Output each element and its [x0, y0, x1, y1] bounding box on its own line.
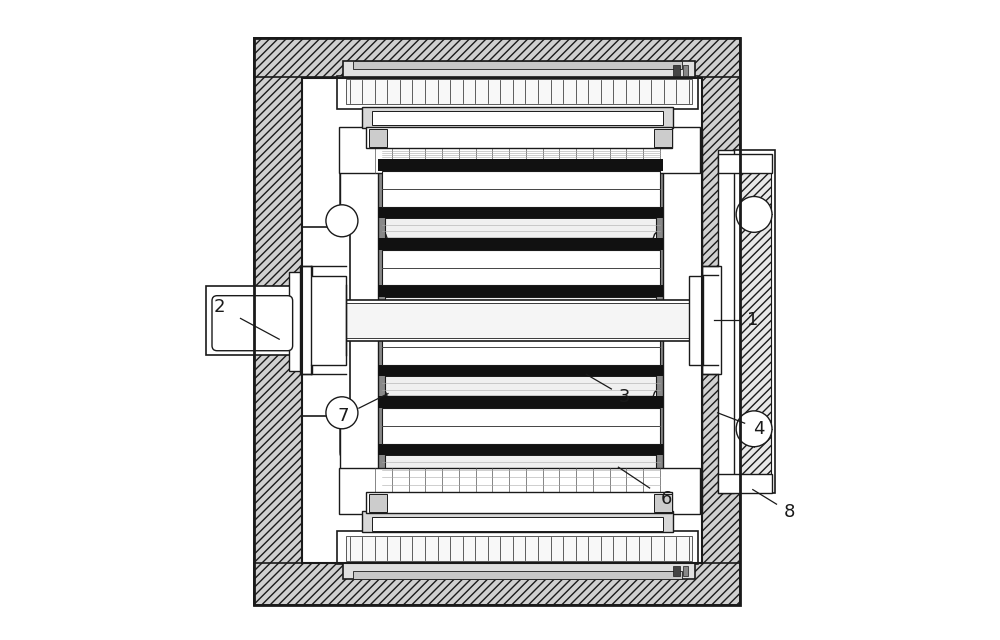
Bar	[382, 250, 660, 285]
Bar	[339, 127, 700, 173]
Bar	[206, 286, 305, 355]
Bar	[378, 285, 663, 297]
Bar	[302, 300, 718, 341]
Bar	[378, 207, 663, 218]
Bar	[683, 65, 688, 76]
Bar	[702, 38, 740, 605]
Bar	[337, 531, 698, 564]
Bar	[382, 408, 660, 444]
Bar	[254, 38, 302, 605]
FancyBboxPatch shape	[340, 388, 387, 463]
Text: 2: 2	[214, 298, 225, 316]
Bar	[718, 154, 772, 173]
Bar	[375, 129, 385, 512]
Bar	[369, 129, 387, 147]
Text: 4: 4	[753, 420, 765, 438]
Bar	[378, 238, 663, 297]
Bar	[673, 65, 680, 76]
Bar	[372, 111, 663, 125]
Bar	[346, 536, 692, 561]
Bar	[382, 455, 660, 492]
Bar	[683, 566, 688, 576]
Bar	[740, 160, 771, 483]
Bar	[353, 61, 682, 69]
Bar	[656, 129, 665, 512]
FancyBboxPatch shape	[340, 309, 387, 385]
FancyBboxPatch shape	[653, 230, 700, 305]
Bar	[689, 276, 703, 365]
Bar	[702, 266, 721, 374]
Bar	[382, 329, 660, 365]
Bar	[378, 159, 663, 171]
Bar	[337, 76, 698, 109]
Bar	[654, 494, 672, 512]
Bar	[369, 494, 387, 512]
Bar	[382, 171, 660, 207]
Bar	[378, 396, 663, 408]
Bar	[378, 444, 663, 455]
Bar	[378, 159, 663, 218]
Bar	[254, 38, 740, 605]
Bar	[718, 474, 772, 493]
Bar	[343, 563, 695, 579]
Bar	[378, 238, 663, 250]
Bar	[362, 511, 673, 532]
Bar	[346, 79, 692, 104]
Bar	[353, 571, 682, 579]
Bar	[734, 150, 775, 493]
Text: 8: 8	[784, 503, 795, 521]
Circle shape	[736, 196, 772, 232]
Text: 3: 3	[619, 388, 631, 406]
Text: 1: 1	[747, 311, 758, 329]
Bar	[311, 276, 346, 365]
Bar	[654, 129, 672, 147]
Bar	[254, 563, 740, 605]
Bar	[382, 148, 660, 159]
Bar	[302, 227, 350, 416]
Circle shape	[326, 397, 358, 429]
Circle shape	[736, 411, 772, 447]
Bar	[378, 317, 663, 329]
FancyBboxPatch shape	[653, 388, 700, 463]
Bar	[302, 78, 702, 563]
Bar	[366, 492, 672, 513]
Bar	[382, 218, 660, 238]
FancyBboxPatch shape	[653, 309, 700, 385]
Bar	[300, 266, 312, 374]
Bar	[362, 107, 673, 128]
Bar	[378, 396, 663, 455]
Bar	[343, 61, 695, 77]
Bar	[718, 150, 734, 493]
Bar	[305, 303, 714, 338]
Bar	[339, 468, 700, 514]
Bar	[254, 38, 740, 77]
Bar	[366, 127, 672, 148]
FancyBboxPatch shape	[340, 230, 387, 305]
FancyBboxPatch shape	[212, 296, 293, 351]
Bar	[382, 376, 660, 396]
Bar	[340, 129, 378, 512]
Bar	[378, 317, 663, 376]
Text: 6: 6	[661, 490, 672, 508]
Bar	[302, 230, 343, 413]
Bar	[378, 365, 663, 376]
Text: 7: 7	[337, 407, 349, 425]
Circle shape	[326, 205, 358, 237]
Bar	[372, 517, 663, 531]
Bar	[673, 566, 680, 576]
FancyBboxPatch shape	[340, 151, 387, 227]
Bar	[382, 297, 660, 317]
FancyBboxPatch shape	[653, 151, 700, 227]
Bar	[305, 280, 327, 362]
Bar	[289, 272, 308, 371]
Bar	[663, 129, 702, 512]
